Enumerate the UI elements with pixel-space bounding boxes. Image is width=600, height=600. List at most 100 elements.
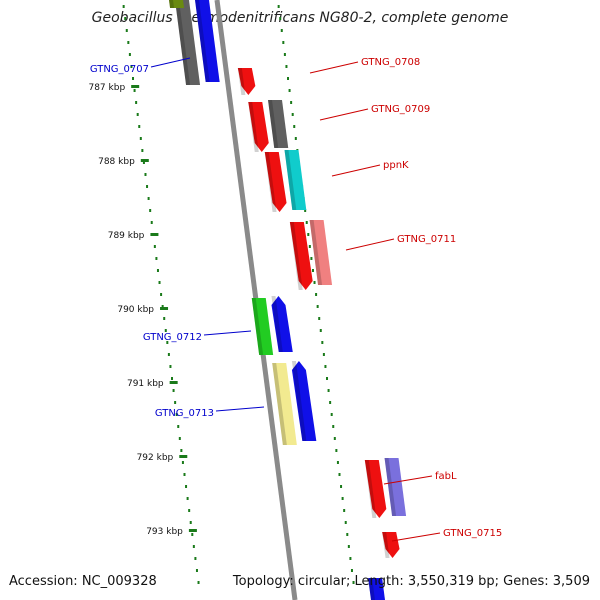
guide-dot (167, 353, 170, 356)
guide-dot (142, 161, 145, 164)
guide-dot (324, 365, 327, 368)
gene-label[interactable]: GTNG_0709 (371, 104, 430, 115)
guide-dot (310, 257, 313, 260)
gene-feature-shading (384, 458, 397, 516)
guide-dot (340, 485, 343, 488)
guide-dot (136, 113, 139, 116)
gene-feature-shading (284, 150, 297, 210)
guide-dot (319, 329, 322, 332)
kbp-tick-label: 791 kbp (127, 379, 164, 389)
guide-dot (127, 41, 130, 44)
gene-feature[interactable] (309, 220, 333, 285)
guide-dot (316, 305, 319, 308)
guide-dot (178, 437, 181, 440)
gene-label[interactable]: GTNG_0711 (397, 234, 456, 245)
guide-dot (338, 473, 341, 476)
gene-label[interactable]: GTNG_0707 (90, 64, 149, 75)
gene-feature[interactable] (382, 532, 400, 558)
guide-dot (135, 101, 138, 104)
leader-line (391, 532, 441, 542)
guide-dot (282, 41, 285, 44)
guide-dot (322, 353, 325, 356)
kbp-tick (131, 85, 140, 88)
guide-dot (146, 185, 149, 188)
guide-dot (180, 449, 183, 452)
guide-dot (183, 473, 186, 476)
guide-dot (172, 389, 175, 392)
leader-line (203, 330, 252, 336)
gene-feature-shading (309, 220, 323, 285)
gene-feature[interactable] (291, 361, 317, 441)
gene-feature[interactable] (251, 298, 274, 355)
gene-feature[interactable] (384, 458, 407, 516)
guide-dot (327, 389, 330, 392)
guide-dot (287, 77, 290, 80)
gene-feature[interactable] (289, 222, 313, 290)
gene-label[interactable]: fabL (435, 471, 457, 482)
gene-feature[interactable] (175, 0, 201, 85)
gene-feature-shading (368, 578, 375, 600)
leader-line (383, 475, 433, 485)
dotted-ring-guides (122, 5, 355, 584)
gene-feature[interactable] (364, 460, 387, 518)
guide-dot (188, 509, 191, 512)
guide-dot (315, 293, 318, 296)
gene-feature[interactable] (264, 152, 287, 212)
guide-dot (156, 269, 159, 272)
guide-dot (130, 65, 133, 68)
kbp-ticks: 787 kbp 788 kbp 789 kbp 790 kbp 791 kbp 792 k… (88, 83, 197, 537)
guide-dot (149, 209, 152, 212)
gene-feature-shading (237, 68, 246, 95)
guide-dot (191, 533, 194, 536)
guide-dot (347, 545, 350, 548)
guide-dot (192, 545, 195, 548)
guide-dot (335, 449, 338, 452)
kbp-tick-label: 790 kbp (117, 305, 154, 315)
guide-dot (153, 245, 156, 248)
guide-dot (336, 461, 339, 464)
guide-dot (305, 221, 308, 224)
gene-feature[interactable] (195, 0, 220, 82)
guide-dot (158, 281, 161, 284)
gene-label[interactable]: GTNG_0708 (361, 57, 420, 68)
gene-feature[interactable] (368, 578, 385, 600)
guide-dot (177, 425, 180, 428)
map-title: Geobacillus thermodenitrificans NG80-2, … (91, 10, 509, 26)
leader-line (345, 238, 395, 251)
gene-labels: GTNG_0707 GTNG_0712 GTNG_0713 GTNG_0708 GTNG… (90, 57, 502, 542)
guide-dot (175, 413, 178, 416)
gene-feature[interactable] (237, 68, 256, 95)
guide-dot (139, 137, 142, 140)
gene-feature[interactable] (169, 0, 185, 8)
gene-label[interactable]: ppnK (383, 160, 409, 171)
kbp-tick (160, 307, 169, 310)
guide-dot (349, 557, 352, 560)
guide-dot (189, 521, 192, 524)
gene-feature-shading (264, 152, 277, 212)
kbp-tick-label: 787 kbp (88, 83, 125, 93)
guide-dot (288, 89, 291, 92)
gene-feature[interactable] (272, 363, 297, 445)
guide-dot (308, 245, 311, 248)
guide-dot (128, 53, 131, 56)
gene-label[interactable]: GTNG_0712 (143, 332, 202, 343)
accession-text: Accession: NC_009328 (9, 574, 157, 589)
gene-label[interactable]: GTNG_0713 (155, 408, 214, 419)
gene-feature-shading (169, 0, 175, 8)
gene-feature[interactable] (271, 296, 293, 352)
gene-label[interactable]: GTNG_0715 (443, 528, 502, 539)
gene-feature[interactable] (248, 102, 269, 152)
kbp-tick (140, 159, 149, 162)
guide-dot (304, 209, 307, 212)
guide-dot (280, 29, 283, 32)
gene-features (169, 0, 407, 600)
guide-dot (181, 461, 184, 464)
guide-dot (161, 305, 164, 308)
gene-feature[interactable] (284, 150, 307, 210)
gene-feature-shading (364, 460, 377, 518)
guide-dot (279, 17, 282, 20)
guide-dot (352, 581, 355, 584)
gene-feature[interactable] (268, 100, 289, 148)
guide-dot (163, 317, 166, 320)
